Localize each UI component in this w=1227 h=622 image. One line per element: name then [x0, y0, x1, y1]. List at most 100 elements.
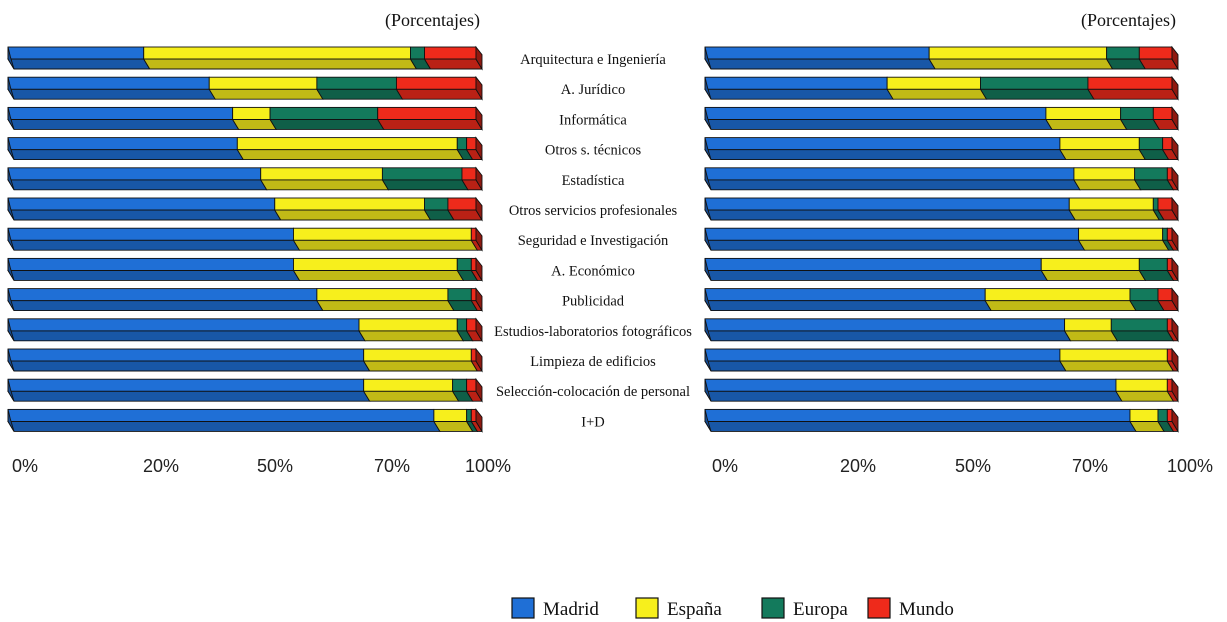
right-bar-end-cap: [1171, 257, 1179, 283]
left-bar-row-otros-s-t-cnicos: [7, 136, 483, 162]
left-bar-start-cap: [7, 197, 15, 221]
left-bar-madrid-selecci-n-colocaci-n-de-personal: [7, 378, 371, 402]
category-label: Estadística: [562, 173, 625, 189]
category-label: Limpieza de edificios: [530, 354, 656, 370]
right-bar-row-a-econ-mico: [704, 257, 1179, 283]
right-bar-europa-estad-stica: [1133, 167, 1175, 191]
right-bar-espa-a-seguridad-e-investigaci-n: [1077, 227, 1170, 251]
category-label: Selección-colocación de personal: [496, 384, 690, 400]
left-bar-start-cap: [7, 288, 15, 311]
left-bar-madrid-seguridad-e-investigaci-n: [7, 227, 301, 251]
left-bar-mundo-seguridad-e-investigaci-n: [470, 227, 483, 251]
left-bar-end-cap: [475, 287, 483, 313]
right-bar-mundo-arquitectura-e-ingenier-a: [1138, 46, 1179, 70]
right-bar-madrid-publicidad: [704, 288, 992, 312]
right-bar-start-cap: [704, 228, 712, 251]
right-bar-end-cap: [1171, 196, 1179, 222]
right-bar-row-limpieza-de-edificios: [704, 347, 1179, 373]
left-bar-mundo-a-econ-mico: [470, 257, 483, 281]
right-bar-start-cap: [704, 107, 712, 130]
category-label: A. Económico: [551, 263, 635, 279]
left-bar-europa-otros-servicios-profesionales: [423, 197, 455, 221]
right-bar-end-cap: [1171, 317, 1179, 343]
left-bar-madrid-limpieza-de-edificios: [7, 348, 371, 372]
right-bar-row-otros-servicios-profesionales: [704, 196, 1179, 222]
legend-label: Madrid: [543, 599, 599, 620]
left-bar-row-selecci-n-colocaci-n-de-personal: [7, 377, 483, 403]
right-bar-start-cap: [704, 318, 712, 342]
left-bar-europa-inform-tica: [269, 106, 385, 130]
right-bar-europa-publicidad: [1129, 288, 1165, 312]
left-bar-madrid-estudios-laboratorios-fotogr-ficos: [7, 318, 366, 342]
legend-swatch: [511, 597, 535, 619]
right-bar-row-inform-tica: [704, 106, 1179, 132]
right-bar-espa-a-arquitectura-e-ingenier-a: [928, 46, 1114, 70]
legend: Madrid España Europa Mundo: [511, 597, 954, 620]
right-tick-label: 100%: [1167, 456, 1213, 476]
left-bar-row-estad-stica: [7, 166, 483, 192]
left-bar-espa-a-a-econ-mico: [292, 257, 465, 281]
right-tick-label: 50%: [955, 456, 991, 476]
right-bar-espa-a-a-jur-dico: [886, 76, 988, 100]
left-bar-europa-a-jur-dico: [316, 76, 404, 100]
right-bar-row-i-d: [704, 408, 1179, 434]
right-bar-end-cap: [1171, 75, 1179, 101]
right-bar-end-cap: [1171, 166, 1179, 192]
right-bar-row-a-jur-dico: [704, 75, 1179, 101]
left-bar-start-cap: [7, 46, 15, 70]
category-label: Otros servicios profesionales: [509, 203, 678, 219]
right-bar-end-cap: [1171, 226, 1179, 252]
left-bar-madrid-arquitectura-e-ingenier-a: [7, 46, 151, 70]
left-bar-start-cap: [7, 167, 15, 191]
left-bar-mundo-inform-tica: [376, 106, 483, 130]
right-bar-madrid-a-econ-mico: [704, 257, 1049, 281]
left-bar-row-inform-tica: [7, 106, 483, 132]
left-bar-espa-a-inform-tica: [231, 106, 277, 130]
legend-item-espa-a: España: [635, 597, 722, 620]
left-bar-row-a-jur-dico: [7, 75, 483, 101]
left-bar-madrid-otros-s-t-cnicos: [7, 137, 245, 161]
right-bar-espa-a-selecci-n-colocaci-n-de-personal: [1115, 378, 1175, 402]
left-bar-end-cap: [475, 196, 483, 222]
right-bar-espa-a-limpieza-de-edificios: [1059, 348, 1175, 372]
left-bar-madrid-otros-servicios-profesionales: [7, 197, 282, 221]
category-label: Publicidad: [562, 294, 625, 310]
right-bar-end-cap: [1171, 287, 1179, 313]
right-bar-espa-a-publicidad: [984, 288, 1137, 312]
left-bar-row-publicidad: [7, 287, 483, 313]
left-bar-mundo-otros-servicios-profesionales: [447, 197, 483, 221]
right-bar-start-cap: [704, 288, 712, 311]
right-bar-madrid-estad-stica: [704, 167, 1081, 191]
legend-label: Europa: [793, 599, 848, 620]
left-bar-espa-a-otros-s-t-cnicos: [236, 137, 465, 161]
right-tick-label: 20%: [840, 456, 876, 476]
category-label: Informática: [559, 112, 627, 128]
right-bar-start-cap: [704, 46, 712, 70]
right-bar-row-selecci-n-colocaci-n-de-personal: [704, 377, 1179, 403]
right-bar-espa-a-inform-tica: [1045, 106, 1128, 130]
right-bar-espa-a-estad-stica: [1073, 167, 1142, 191]
right-bar-europa-inform-tica: [1119, 106, 1161, 130]
left-unit-label: (Porcentajes): [385, 10, 480, 31]
left-bar-row-a-econ-mico: [7, 257, 483, 283]
right-bar-row-estad-stica: [704, 166, 1179, 192]
right-bar-madrid-otros-s-t-cnicos: [704, 137, 1067, 161]
left-bar-madrid-a-jur-dico: [7, 76, 217, 100]
right-bar-row-arquitectura-e-ingenier-a: [704, 45, 1179, 71]
left-bar-row-i-d: [7, 408, 483, 434]
category-label: Estudios-laboratorios fotográficos: [494, 324, 692, 340]
right-bar-start-cap: [704, 348, 712, 372]
category-labels: Arquitectura e Ingeniería A. Jurídico Info…: [494, 52, 692, 430]
right-bar-start-cap: [704, 77, 712, 100]
left-bar-row-estudios-laboratorios-fotogr-ficos: [7, 317, 483, 343]
right-bar-start-cap: [704, 379, 712, 402]
left-bar-espa-a-a-jur-dico: [208, 76, 324, 100]
right-bar-end-cap: [1171, 377, 1179, 403]
right-bar-end-cap: [1171, 136, 1179, 162]
left-bar-espa-a-estad-stica: [259, 167, 390, 191]
left-bar-europa-publicidad: [447, 288, 479, 312]
right-bar-madrid-limpieza-de-edificios: [704, 348, 1067, 372]
left-bar-espa-a-publicidad: [316, 288, 455, 312]
right-bar-start-cap: [704, 409, 712, 432]
category-label: Arquitectura e Ingeniería: [520, 52, 666, 68]
